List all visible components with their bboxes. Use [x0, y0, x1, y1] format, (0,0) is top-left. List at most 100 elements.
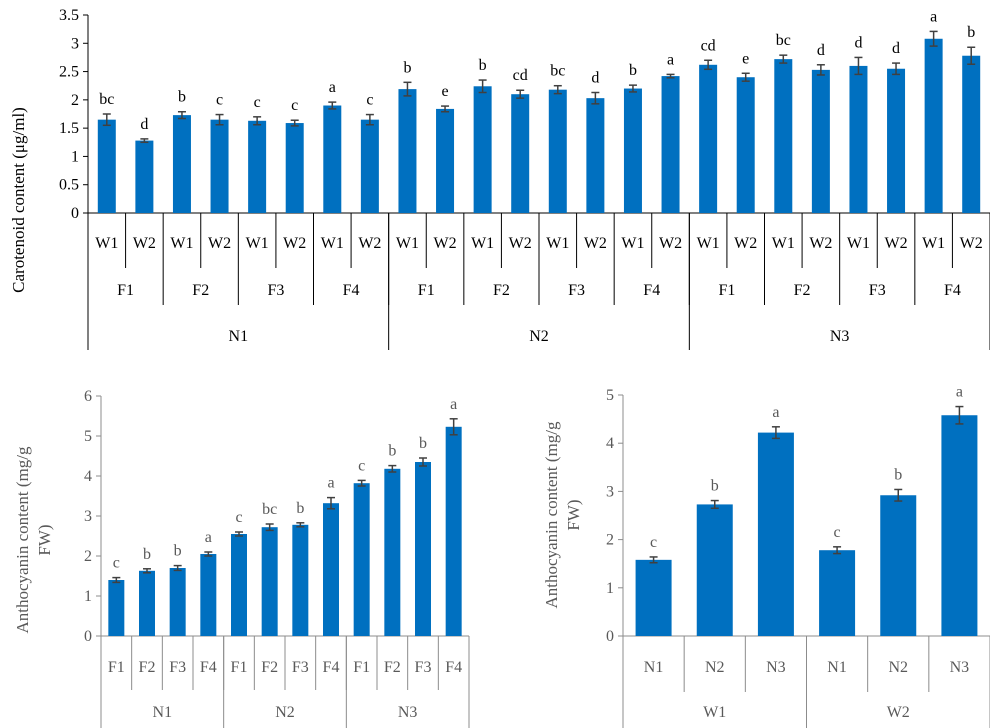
x-group-label: F4: [944, 282, 961, 299]
x-group-label: F2: [493, 282, 510, 299]
significance-label: a: [329, 79, 336, 96]
y-tick-label: 0: [606, 628, 614, 645]
significance-label: b: [143, 546, 151, 563]
x-category-label: N2: [705, 659, 725, 676]
x-category-label: F2: [261, 659, 278, 676]
y-tick-label: 5: [606, 387, 614, 404]
bar: [169, 568, 186, 636]
x-category-label: F4: [200, 659, 217, 676]
significance-label: c: [235, 509, 242, 526]
y-tick-label: 5: [84, 428, 92, 445]
bar: [231, 534, 247, 636]
significance-label: b: [967, 24, 975, 41]
x-category-label: W1: [170, 235, 193, 252]
x-outer-group-label: W1: [703, 704, 726, 721]
significance-label: d: [140, 116, 148, 133]
x-group-label: F1: [718, 282, 735, 299]
y-axis-label: Anthocyanin content (mg/g FW): [13, 446, 54, 633]
significance-label: cd: [701, 37, 716, 54]
y-tick-label: 2: [84, 548, 92, 565]
significance-label: a: [450, 396, 457, 413]
significance-label: cd: [513, 67, 528, 84]
significance-label: bc: [99, 91, 114, 108]
significance-label: b: [296, 500, 304, 517]
x-category-label: N1: [644, 659, 664, 676]
y-tick-label: 1: [606, 580, 614, 597]
significance-label: e: [441, 83, 448, 100]
bar: [586, 98, 605, 213]
x-category-label: F3: [292, 659, 309, 676]
x-outer-group-label: N1: [153, 704, 173, 721]
significance-label: c: [216, 92, 223, 109]
x-category-label: F2: [139, 659, 156, 676]
x-category-label: W1: [546, 235, 569, 252]
y-tick-label: 6: [84, 388, 92, 405]
bar: [360, 119, 379, 213]
x-category-label: W1: [321, 235, 344, 252]
significance-label: a: [956, 384, 963, 401]
x-category-label: W2: [960, 235, 983, 252]
bar: [384, 468, 401, 636]
bar: [323, 105, 342, 213]
y-tick-label: 3.5: [59, 7, 79, 24]
bar: [353, 483, 370, 636]
bar: [415, 462, 431, 636]
significance-label: e: [742, 50, 749, 67]
x-group-label: F4: [643, 282, 660, 299]
x-category-label: W1: [471, 235, 494, 252]
significance-label: b: [178, 89, 186, 106]
significance-label: bc: [550, 63, 565, 80]
x-category-label: N3: [766, 659, 786, 676]
bar: [635, 559, 672, 636]
significance-label: bc: [776, 32, 791, 49]
x-outer-group-label: N3: [398, 704, 418, 721]
y-tick-label: 1.5: [59, 120, 79, 137]
x-category-label: N3: [950, 659, 970, 676]
x-group-label: F3: [869, 282, 886, 299]
x-category-label: W2: [208, 235, 231, 252]
x-category-label: W1: [95, 235, 118, 252]
y-tick-label: 1: [71, 148, 79, 165]
x-outer-group-label: N2: [275, 704, 295, 721]
x-category-label: W2: [133, 235, 156, 252]
bar: [261, 527, 278, 636]
bar: [248, 120, 267, 213]
significance-label: b: [894, 466, 902, 483]
bar: [323, 503, 339, 636]
bar: [699, 64, 718, 213]
y-tick-label: 0: [84, 628, 92, 645]
x-category-label: F1: [231, 659, 248, 676]
anthocyanin-by-water-chart: 0 1 2 3 4 5 c b a c b a N1 N2 N3 N1 N2 N3 W1 W2 Anthocyanin …: [542, 384, 990, 728]
x-group-label: F1: [418, 282, 435, 299]
x-category-label: W2: [884, 235, 907, 252]
significance-label: c: [113, 555, 120, 572]
x-outer-group-label: N3: [830, 328, 850, 345]
x-category-label: W2: [283, 235, 306, 252]
y-axis-label: Carotenoid content (μg/ml): [9, 107, 28, 293]
significance-label: bc: [262, 501, 277, 518]
x-category-label: W2: [509, 235, 532, 252]
bar: [511, 94, 530, 213]
y-tick-label: 1: [84, 588, 92, 605]
significance-label: b: [174, 543, 182, 560]
y-tick-label: 2: [606, 532, 614, 549]
significance-label: c: [254, 94, 261, 111]
bar: [696, 504, 733, 636]
x-outer-group-label: N1: [229, 328, 249, 345]
bar: [436, 108, 455, 213]
bar: [962, 55, 981, 213]
y-axis-label: Anthocyanin content (mg/g FW): [542, 421, 583, 608]
significance-label: a: [772, 404, 779, 421]
significance-label: a: [205, 529, 212, 546]
bar: [774, 59, 793, 213]
x-category-label: F1: [353, 659, 370, 676]
significance-label: a: [667, 51, 674, 68]
x-category-label: F4: [323, 659, 340, 676]
bar: [97, 119, 116, 213]
bar: [924, 38, 943, 214]
bar: [172, 115, 191, 213]
bar: [139, 570, 155, 636]
significance-label: b: [388, 443, 396, 460]
y-tick-label: 3: [84, 508, 92, 525]
